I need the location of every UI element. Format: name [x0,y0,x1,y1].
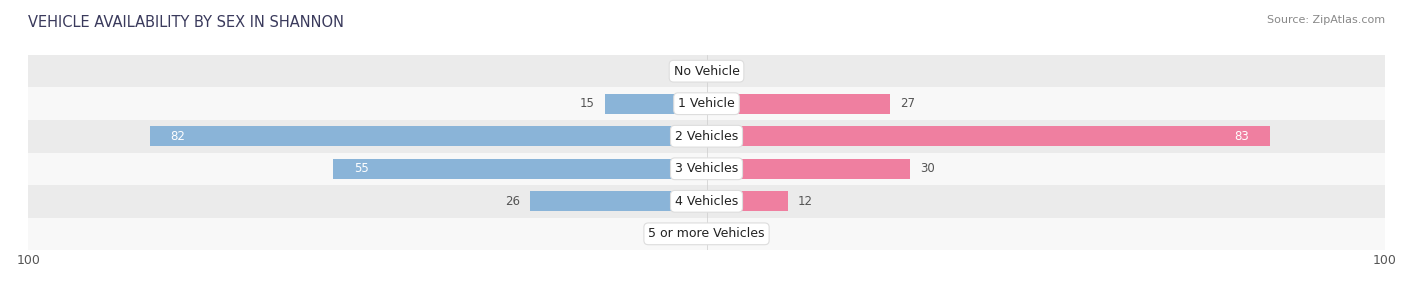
Text: 3: 3 [669,65,676,78]
Text: 26: 26 [505,195,520,208]
Text: Source: ZipAtlas.com: Source: ZipAtlas.com [1267,15,1385,25]
Bar [686,61,707,81]
Bar [28,88,1385,120]
Text: No Vehicle: No Vehicle [673,65,740,78]
Bar [150,126,707,146]
Text: 4: 4 [662,227,669,240]
Bar [333,159,707,179]
Text: 2: 2 [730,65,738,78]
Text: 82: 82 [170,130,186,143]
Text: 3: 3 [737,227,744,240]
Text: 55: 55 [354,162,368,175]
Bar [28,217,1385,250]
Text: 5 or more Vehicles: 5 or more Vehicles [648,227,765,240]
Text: 12: 12 [799,195,813,208]
Bar [707,159,910,179]
Text: 30: 30 [920,162,935,175]
Text: 1 Vehicle: 1 Vehicle [678,97,735,110]
Text: 2 Vehicles: 2 Vehicles [675,130,738,143]
Bar [707,94,890,114]
Bar [707,126,1270,146]
Text: 4 Vehicles: 4 Vehicles [675,195,738,208]
Bar [707,224,727,244]
Bar [707,191,787,211]
Bar [28,120,1385,152]
Bar [605,94,707,114]
Bar [28,185,1385,217]
Bar [707,61,720,81]
Text: VEHICLE AVAILABILITY BY SEX IN SHANNON: VEHICLE AVAILABILITY BY SEX IN SHANNON [28,15,344,30]
Bar [679,224,707,244]
Text: 15: 15 [579,97,595,110]
Text: 3 Vehicles: 3 Vehicles [675,162,738,175]
Text: 83: 83 [1234,130,1250,143]
Bar [28,55,1385,88]
Text: 27: 27 [900,97,915,110]
Bar [28,152,1385,185]
Bar [530,191,707,211]
